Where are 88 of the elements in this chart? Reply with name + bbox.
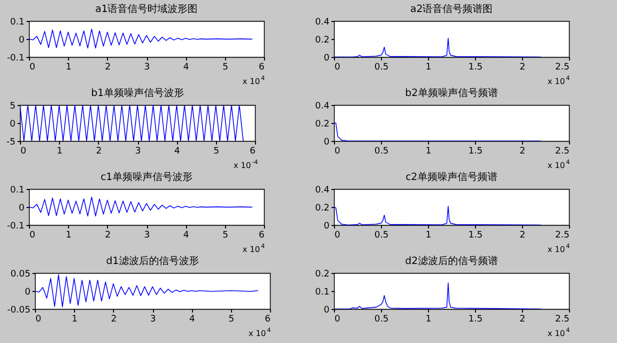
x-tick-label: 2.5 — [555, 230, 570, 240]
x-tick-label: 2 — [520, 314, 526, 324]
y-tick-label: 0 — [18, 36, 25, 46]
x-tick-label: 1.5 — [468, 230, 483, 240]
x-tick-label: 5 — [222, 230, 228, 240]
y-tick-label: 0.05 — [10, 270, 30, 280]
x-tick-label: 2 — [96, 146, 102, 156]
x-tick-label: 1 — [66, 230, 72, 240]
x-tick-label: 4 — [174, 146, 180, 156]
x-tick-label: 4 — [183, 230, 190, 240]
y-tick-label: 0.4 — [315, 186, 330, 196]
y-tick-label: 5 — [10, 102, 16, 112]
y-tick-label: -0.1 — [6, 54, 24, 64]
chart-title: a2语音信号频谱图 — [410, 3, 493, 15]
x-tick-label: 0 — [334, 230, 340, 240]
y-tick-label: -5 — [6, 138, 16, 148]
y-tick-label: 0.1 — [10, 18, 24, 28]
x-tick-label: 5 — [228, 314, 234, 324]
y-tick-label: 0.4 — [315, 102, 330, 112]
y-tick-label: 0.4 — [315, 18, 330, 28]
y-tick-label: 0 — [324, 222, 330, 232]
x-tick-label: 6 — [264, 314, 271, 324]
y-tick-label: 0 — [10, 120, 16, 130]
x-tick-label: 1.5 — [468, 62, 483, 72]
y-tick-label: 0 — [324, 306, 330, 316]
x-tick-label: 0.5 — [374, 314, 389, 324]
y-tick-label: -0.05 — [7, 306, 30, 316]
y-tick-label: 0.1 — [315, 288, 330, 298]
line-series — [334, 282, 542, 309]
y-tick-label: 0.2 — [315, 204, 330, 214]
line-series — [334, 38, 542, 57]
chart-title: d1滤波后的信号波形 — [106, 255, 199, 267]
y-tick-label: 0 — [324, 138, 330, 148]
line-series — [29, 196, 253, 216]
x-tick-label: 4 — [183, 62, 190, 72]
x-tick-label: 1.5 — [468, 146, 483, 156]
chart-title: c2单频噪声信号频谱 — [406, 171, 498, 183]
x-tick-label: 2 — [104, 62, 111, 72]
y-tick-label: 0.2 — [315, 270, 330, 280]
y-tick-label: 0.1 — [10, 186, 24, 196]
x-tick-label: 1 — [426, 62, 432, 72]
x-tick-label: 5 — [213, 146, 220, 156]
x-tick-label: 1.5 — [468, 314, 483, 324]
x-tick-label: 2.5 — [555, 62, 570, 72]
x-tick-label: 0.5 — [374, 230, 389, 240]
x-tick-label: 2 — [520, 230, 526, 240]
y-tick-label: 0 — [324, 54, 330, 64]
x-tick-label: 2 — [110, 314, 117, 324]
x-tick-label: 0.5 — [374, 146, 389, 156]
x-tick-label: 0.5 — [374, 62, 389, 72]
x-tick-label: 4 — [189, 314, 196, 324]
x-tick-label: 1 — [426, 314, 432, 324]
x-tick-label: 3 — [135, 146, 141, 156]
x-tick-label: 1 — [66, 62, 72, 72]
y-tick-label: 0.2 — [315, 36, 330, 46]
x-tick-label: 1 — [56, 146, 63, 156]
chart-title: d2滤波后的信号频谱 — [405, 255, 498, 267]
x-tick-label: 6 — [258, 230, 265, 240]
x-tick-label: 2.5 — [555, 314, 570, 324]
x-tick-label: 0 — [334, 314, 340, 324]
x-tick-label: 1 — [426, 230, 432, 240]
x-tick-label: 0 — [36, 314, 42, 324]
chart-title: a1语音信号时域波形图 — [95, 3, 198, 15]
line-series — [35, 274, 259, 308]
x-tick-label: 1 — [426, 146, 432, 156]
x-tick-label: 5 — [222, 62, 228, 72]
x-tick-label: 1 — [72, 314, 78, 324]
x-tick-label: 3 — [150, 314, 156, 324]
x-tick-label: 0 — [334, 62, 340, 72]
chart-title: c1单频噪声信号波形 — [100, 171, 192, 183]
x-tick-label: 2.5 — [555, 146, 570, 156]
x-tick-label: 2 — [520, 146, 526, 156]
y-tick-label: 0.2 — [315, 120, 330, 130]
y-tick-label: 0 — [24, 288, 31, 298]
y-tick-label: 0 — [18, 204, 25, 214]
line-series — [334, 122, 542, 141]
x-tick-label: 2 — [520, 62, 526, 72]
x-tick-label: 2 — [104, 230, 111, 240]
line-series — [334, 206, 542, 225]
x-tick-label: 6 — [250, 146, 256, 156]
x-tick-label: 6 — [258, 62, 265, 72]
x-tick-label: 0 — [334, 146, 340, 156]
x-tick-label: 3 — [144, 62, 150, 72]
chart-title: b2单频噪声信号频谱 — [405, 87, 498, 99]
line-series — [29, 28, 253, 48]
y-tick-label: -0.1 — [6, 222, 24, 232]
chart-title: b1单频噪声信号波形 — [91, 87, 184, 99]
x-tick-label: 3 — [144, 230, 150, 240]
